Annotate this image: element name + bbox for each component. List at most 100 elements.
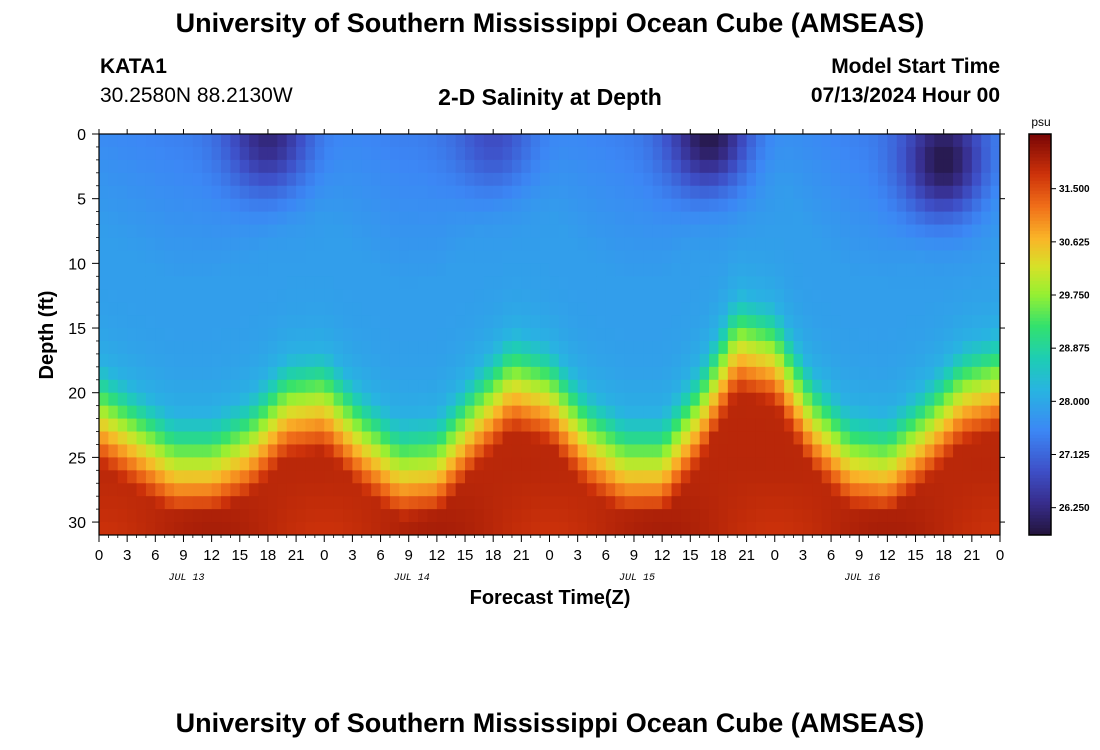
heatmap-cell [239,444,250,458]
heatmap-cell [915,353,926,368]
heatmap-cell [333,315,344,329]
heatmap-cell [840,276,851,290]
heatmap-cell [755,379,766,394]
heatmap-cell [474,431,485,446]
heatmap-cell [540,392,551,407]
heatmap-cell [915,146,926,161]
heatmap-cell [108,211,119,226]
heatmap-cell [690,302,701,316]
colorbar-swatch [1029,484,1051,489]
heatmap-cell [859,263,870,277]
heatmap-cell [436,263,447,277]
heatmap-cell [746,172,757,187]
heatmap-cell [981,457,992,471]
heatmap-cell [493,470,504,484]
heatmap-cell [906,250,917,264]
heatmap-cell [230,379,241,394]
heatmap-cell [474,509,485,523]
heatmap-cell [343,496,354,510]
heatmap-cell [774,302,785,316]
heatmap-cell [436,211,447,226]
heatmap-cell [652,250,663,264]
heatmap-cell [605,289,616,303]
heatmap-cell [239,263,250,277]
heatmap-cell [887,224,898,239]
heatmap-cell [924,198,935,213]
heatmap-cell [577,328,588,342]
heatmap-cell [868,159,879,174]
heatmap-cell [774,198,785,213]
heatmap-cell [831,509,842,523]
heatmap-cell [511,366,522,381]
heatmap-cell [305,276,316,290]
heatmap-cell [962,315,973,329]
heatmap-cell [746,263,757,277]
heatmap-cell [709,250,720,264]
heatmap-cell [896,250,907,264]
heatmap-cell [774,418,785,433]
heatmap-cell [324,457,335,471]
heatmap-cell [127,353,138,368]
heatmap-cell [258,198,269,213]
heatmap-cell [821,457,832,471]
heatmap-cell [981,276,992,290]
heatmap-cell [587,237,598,252]
heatmap-cell [737,431,748,446]
heatmap-cell [746,185,757,200]
heatmap-cell [765,509,776,523]
heatmap-cell [633,431,644,446]
heatmap-cell [605,263,616,277]
heatmap-cell [737,302,748,316]
heatmap-cell [249,418,260,433]
heatmap-cell [643,457,654,471]
heatmap-cell [436,405,447,420]
x-tick-label: 12 [429,547,446,564]
heatmap-cell [127,444,138,458]
heatmap-cell [624,250,635,264]
heatmap-cell [436,470,447,484]
heatmap-cell [333,418,344,433]
heatmap-cell [765,366,776,381]
heatmap-cell [924,470,935,484]
heatmap-cell [962,431,973,446]
heatmap-cell [784,237,795,252]
heatmap-cell [765,483,776,497]
heatmap-cell [239,276,250,290]
heatmap-cell [906,457,917,471]
heatmap-cell [230,509,241,523]
heatmap-cell [521,302,532,316]
heatmap-cell [117,328,128,342]
heatmap-cell [971,237,982,252]
heatmap-cell [361,431,372,446]
heatmap-cell [230,340,241,355]
heatmap-cell [971,172,982,187]
heatmap-cell [145,353,156,368]
heatmap-cell [934,470,945,484]
axes: 0 3 6 9 12 15 18 21 0 3 6 9 12 15 18 21 0 3 6 9 12 15 18 21 0 3 6 9… [68,127,1005,584]
colorbar-tick-label: 28.000 [1059,397,1090,408]
heatmap-cell [221,134,231,148]
heatmap-cell [953,431,964,446]
heatmap-cell [755,289,766,303]
colorbar-swatch [1029,200,1051,205]
heatmap-cell [371,496,382,510]
heatmap-cell [802,418,813,433]
heatmap-cell [699,328,710,342]
heatmap-cell [249,159,260,174]
heatmap-cell [371,470,382,484]
heatmap-cell [690,185,701,200]
heatmap-cell [821,340,832,355]
heatmap-cell [427,315,438,329]
heatmap-cell [596,172,607,187]
heatmap-cell [361,198,372,213]
heatmap-cell [709,211,720,226]
heatmap-cell [849,470,860,484]
heatmap-cell [333,276,344,290]
heatmap-cell [418,470,429,484]
heatmap-cell [174,392,185,407]
heatmap-cell [568,470,579,484]
heatmap-cell [164,392,175,407]
heatmap-cell [934,431,945,446]
heatmap-cell [145,250,156,264]
heatmap-cell [192,328,203,342]
